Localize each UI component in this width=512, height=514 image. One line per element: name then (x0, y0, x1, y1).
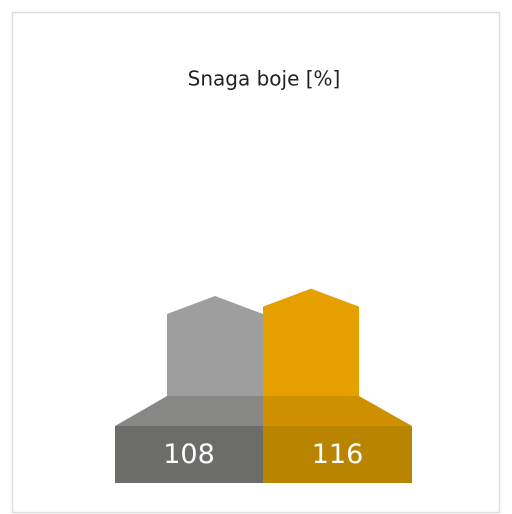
value-box (263, 426, 412, 483)
value-box (115, 426, 263, 483)
value-label: 108 (163, 439, 215, 470)
house-bar (167, 296, 263, 396)
platform (263, 396, 412, 426)
value-label: 116 (312, 439, 364, 470)
chart-title: Snaga boje [%] (188, 67, 341, 91)
house-bar (263, 288, 359, 396)
platform (115, 396, 263, 426)
